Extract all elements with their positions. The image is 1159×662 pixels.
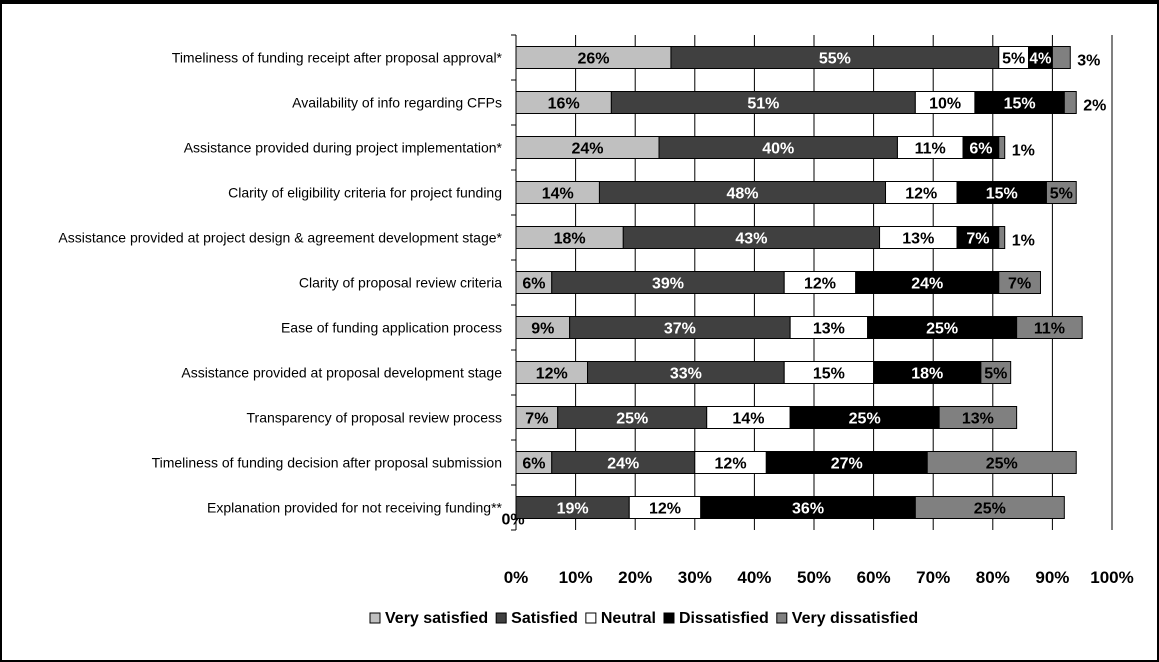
x-tick-label: 80%: [976, 568, 1010, 587]
category-label: Assistance provided during project imple…: [184, 140, 503, 156]
legend-label-dissatisfied: Dissatisfied: [679, 610, 769, 627]
data-label: 43%: [735, 231, 767, 248]
bar-segment-very-dissatisfied: [980, 361, 1012, 384]
legend-swatch-very-satisfied: [369, 612, 381, 624]
data-label: 3%: [1077, 53, 1100, 70]
category-label: Timeliness of funding decision after pro…: [152, 455, 502, 471]
data-label: 18%: [554, 231, 586, 248]
data-label: 13%: [902, 231, 934, 248]
data-label: 14%: [732, 411, 764, 428]
data-label: 39%: [652, 276, 684, 293]
data-label: 13%: [962, 411, 994, 428]
x-tick-label: 10%: [559, 568, 593, 587]
legend-swatch-satisfied: [495, 612, 507, 624]
data-label: 4%: [1030, 51, 1052, 68]
x-tick-label: 90%: [1035, 568, 1069, 587]
data-label: 12%: [804, 276, 836, 293]
bar-segment-very-dissatisfied: [938, 406, 1018, 429]
x-tick-label: 30%: [678, 568, 712, 587]
bar-segment-very-dissatisfied: [998, 136, 1006, 159]
data-label: 48%: [726, 186, 758, 203]
data-label: 1%: [1012, 233, 1035, 250]
data-label: 25%: [926, 321, 958, 338]
bar-segment-very-dissatisfied: [1045, 181, 1077, 204]
data-label: 27%: [831, 456, 863, 473]
data-label: 25%: [849, 411, 881, 428]
data-label: 51%: [747, 96, 779, 113]
data-label: 9%: [531, 321, 554, 338]
data-label: 24%: [911, 276, 943, 293]
data-label: 12%: [649, 501, 681, 518]
legend-label-very-satisfied: Very satisfied: [385, 610, 488, 627]
x-tick-label: 20%: [618, 568, 652, 587]
data-label: 10%: [929, 96, 961, 113]
data-label: 16%: [548, 96, 580, 113]
data-label: 12%: [715, 456, 747, 473]
x-tick-label: 40%: [737, 568, 771, 587]
legend-swatch-dissatisfied: [663, 612, 675, 624]
category-label: Ease of funding application process: [281, 320, 502, 336]
data-label: 7%: [966, 231, 989, 248]
data-label: 1%: [1012, 143, 1035, 160]
x-tick-label: 0%: [504, 568, 529, 587]
data-label: 6%: [969, 141, 992, 158]
data-label: 7%: [1008, 276, 1031, 293]
bar-segment-very-dissatisfied: [998, 271, 1041, 294]
data-label: 5%: [1002, 51, 1025, 68]
data-label: 11%: [915, 141, 946, 158]
x-tick-label: 100%: [1090, 568, 1133, 587]
data-label: 6%: [522, 456, 545, 473]
category-label: Assistance provided at project design & …: [58, 230, 502, 246]
data-label: 12%: [905, 186, 937, 203]
data-label: 55%: [819, 51, 851, 68]
bar-segment-very-dissatisfied: [1016, 316, 1083, 339]
legend-label-very-dissatisfied: Very dissatisfied: [792, 610, 918, 627]
bar-segment-very-dissatisfied: [1051, 46, 1071, 69]
data-label: 11%: [1034, 321, 1065, 338]
data-label: 25%: [616, 411, 648, 428]
category-label: Timeliness of funding receipt after prop…: [172, 50, 503, 66]
category-label: Transparency of proposal review process: [247, 410, 503, 426]
data-label: 12%: [536, 366, 568, 383]
category-label: Assistance provided at proposal developm…: [181, 365, 502, 381]
x-tick-label: 60%: [857, 568, 891, 587]
data-label: 15%: [1004, 96, 1036, 113]
data-label: 19%: [557, 501, 589, 518]
category-label: Clarity of proposal review criteria: [299, 275, 502, 291]
data-label: 33%: [670, 366, 702, 383]
bar-segment-very-dissatisfied: [914, 496, 1065, 519]
bar-segment-very-dissatisfied: [1063, 91, 1077, 114]
x-tick-label: 70%: [916, 568, 950, 587]
bar-segment-very-dissatisfied: [926, 451, 1077, 474]
data-label: 15%: [986, 186, 1018, 203]
legend-label-satisfied: Satisfied: [511, 610, 578, 627]
data-label: 24%: [572, 141, 604, 158]
data-label: 24%: [607, 456, 639, 473]
legend-swatch-neutral: [585, 612, 597, 624]
data-label: 37%: [664, 321, 696, 338]
data-label: 6%: [522, 276, 545, 293]
category-label: Explanation provided for not receiving f…: [207, 500, 503, 516]
legend-label-neutral: Neutral: [601, 610, 656, 627]
data-label: 40%: [762, 141, 794, 158]
category-label: Clarity of eligibility criteria for proj…: [228, 185, 502, 201]
x-tick-label: 50%: [797, 568, 831, 587]
data-label: 26%: [577, 51, 609, 68]
data-label: 14%: [542, 186, 574, 203]
data-label: 15%: [813, 366, 845, 383]
category-label: Availability of info regarding CFPs: [292, 95, 502, 111]
data-label: 25%: [986, 456, 1018, 473]
data-label: 2%: [1083, 98, 1106, 115]
data-label: 13%: [813, 321, 845, 338]
legend-swatch-very-dissatisfied: [776, 612, 788, 624]
data-label: 18%: [911, 366, 943, 383]
data-label: 5%: [984, 366, 1007, 383]
bar-segment-very-dissatisfied: [998, 226, 1006, 249]
data-label: 5%: [1050, 186, 1073, 203]
data-label: 7%: [525, 411, 548, 428]
data-label: 36%: [792, 501, 824, 518]
data-label: 25%: [974, 501, 1006, 518]
